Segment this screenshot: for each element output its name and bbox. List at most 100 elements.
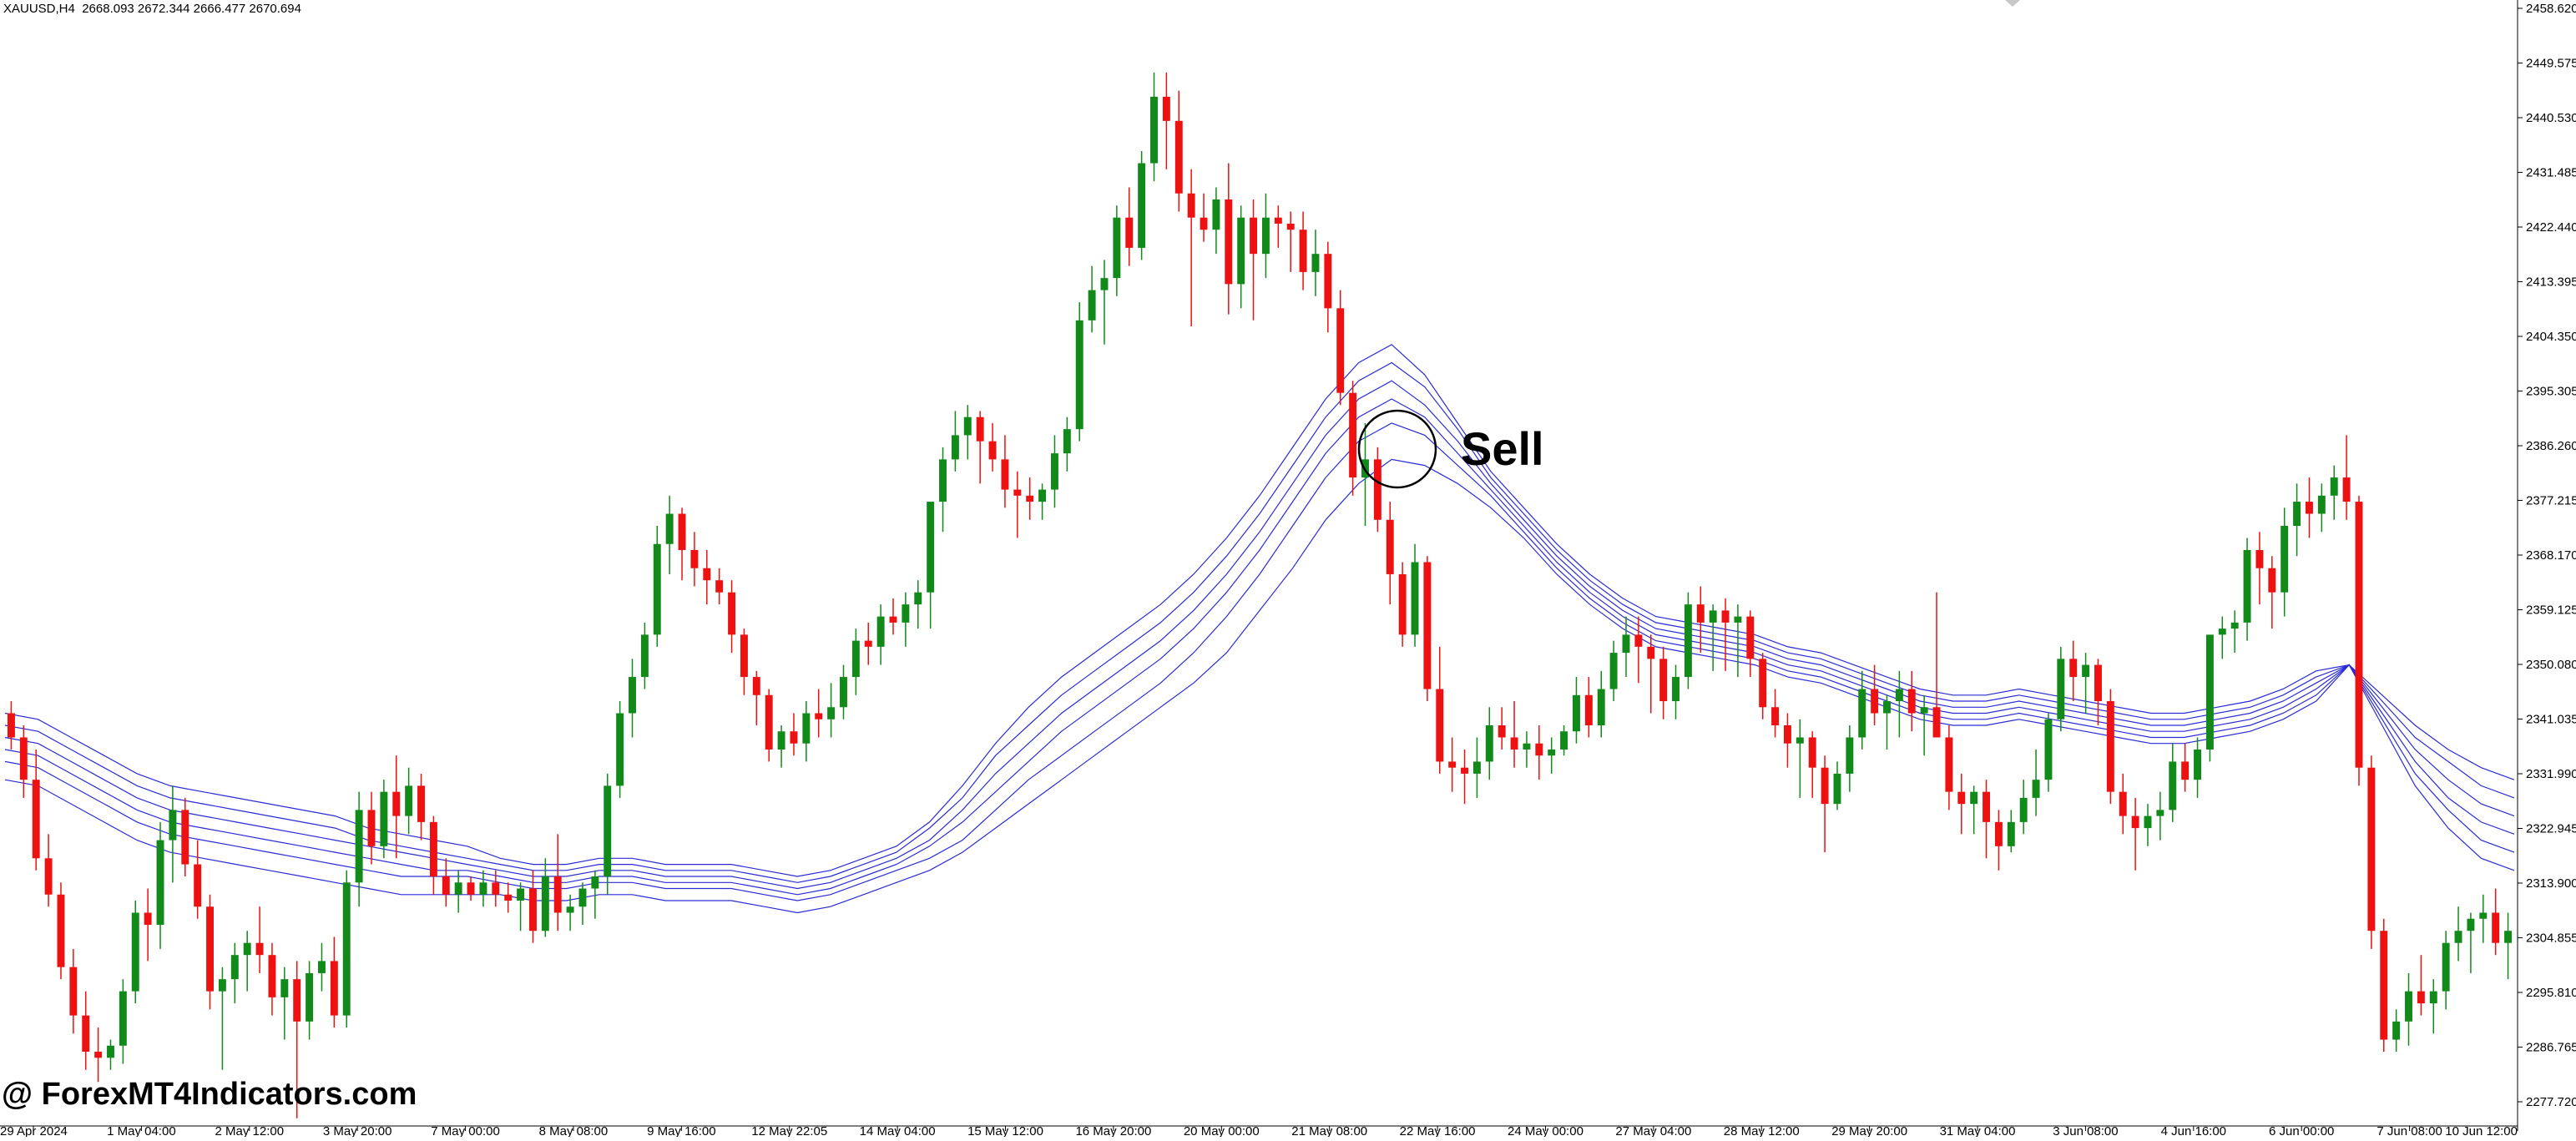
candle-body [1672,677,1679,702]
candle [1063,417,1071,472]
candle-body [1783,724,1791,744]
candle [1225,163,1233,315]
candle [752,670,760,725]
price-tick-label: 2449.575 [2526,57,2576,71]
candle-body [2119,791,2127,816]
candle-body [32,780,40,859]
price-tick-label: 2431.485 [2526,166,2576,180]
candle [1759,653,1767,719]
candle [988,422,997,472]
candle-body [1957,791,1966,805]
candle [1162,72,1170,169]
candle [2205,634,2214,762]
candle-body [2442,942,2450,992]
candle-body [2454,931,2462,943]
candle-body [640,634,649,678]
candle [2169,743,2177,822]
candle-body [1013,489,1022,496]
candle-body [1063,429,1071,454]
candle [1535,724,1543,780]
candle [1373,447,1381,533]
candle [1411,543,1419,647]
candle [2106,689,2114,805]
candle [2144,804,2152,846]
sell-signal-circle [1357,409,1437,489]
candle-body [1833,773,1841,805]
time-tick-label: 16 May 20:00 [1075,1124,1151,1137]
candle-body [2504,931,2513,943]
candle-body [2007,821,2015,846]
candle [963,405,972,460]
candle-body [1100,278,1109,290]
candle-body [293,979,301,1022]
price-tick-label: 2313.900 [2526,876,2576,891]
candle [2330,465,2338,520]
time-tick-label: 14 May 04:00 [860,1124,936,1137]
candle-body [230,955,239,980]
candle-body [342,882,351,1016]
candle [243,931,251,992]
candle [2429,979,2437,1034]
candle [2255,532,2264,605]
candle-body [2293,502,2301,527]
candle-body [1970,791,1978,805]
candle [1920,694,1928,756]
candle-body [2230,622,2239,629]
candle-body [330,961,338,1016]
candle [2007,810,2015,853]
candle-body [827,707,836,719]
candle [230,942,239,1004]
candle [2119,773,2127,835]
candle [2181,743,2190,792]
candle [1907,670,1916,732]
price-tick-label: 2322.945 [2526,822,2576,836]
candle [1472,737,1481,798]
time-tick-label: 7 May 00:00 [431,1124,500,1137]
candle-body [1746,616,1755,659]
candle [1721,598,1730,671]
candle-body [988,441,997,460]
candle [864,622,872,665]
candle [1983,780,1991,859]
candle-body [1336,308,1345,393]
time-tick-label: 29 Apr 2024 [0,1124,68,1137]
candle [566,894,574,931]
candle [1871,664,1879,725]
candle [1498,707,1506,750]
candle [467,876,475,901]
candle-body [951,435,959,460]
price-tick-label: 2295.810 [2526,986,2576,1000]
candle [1423,556,1432,702]
candle-body [1174,120,1183,194]
candle-body [107,1045,114,1058]
candle [1200,193,1208,242]
candle-body [1436,689,1444,762]
candle-body [144,912,152,925]
candle-body [1821,767,1829,805]
candle [517,882,525,931]
candle [107,1039,114,1070]
candle [1050,435,1058,508]
chart-shift-marker[interactable] [2005,0,2020,7]
time-tick-label: 27 May 04:00 [1615,1124,1691,1137]
candle-body [2392,1021,2401,1040]
candle [69,948,78,1034]
candle [889,598,897,635]
candle [2131,797,2139,871]
price-tick-label: 2359.125 [2526,603,2576,618]
candle [2230,610,2239,654]
candle [1945,724,1953,810]
candle-body [268,955,276,997]
candle [454,870,462,913]
candle-body [181,810,189,865]
candle-body [2255,549,2264,568]
candle-body [2281,526,2289,593]
candle-body [367,810,376,846]
candle-body [1510,737,1518,750]
candle [1237,205,1245,309]
candle [2367,755,2376,949]
candle [1573,677,1580,744]
candle-body [541,876,549,931]
